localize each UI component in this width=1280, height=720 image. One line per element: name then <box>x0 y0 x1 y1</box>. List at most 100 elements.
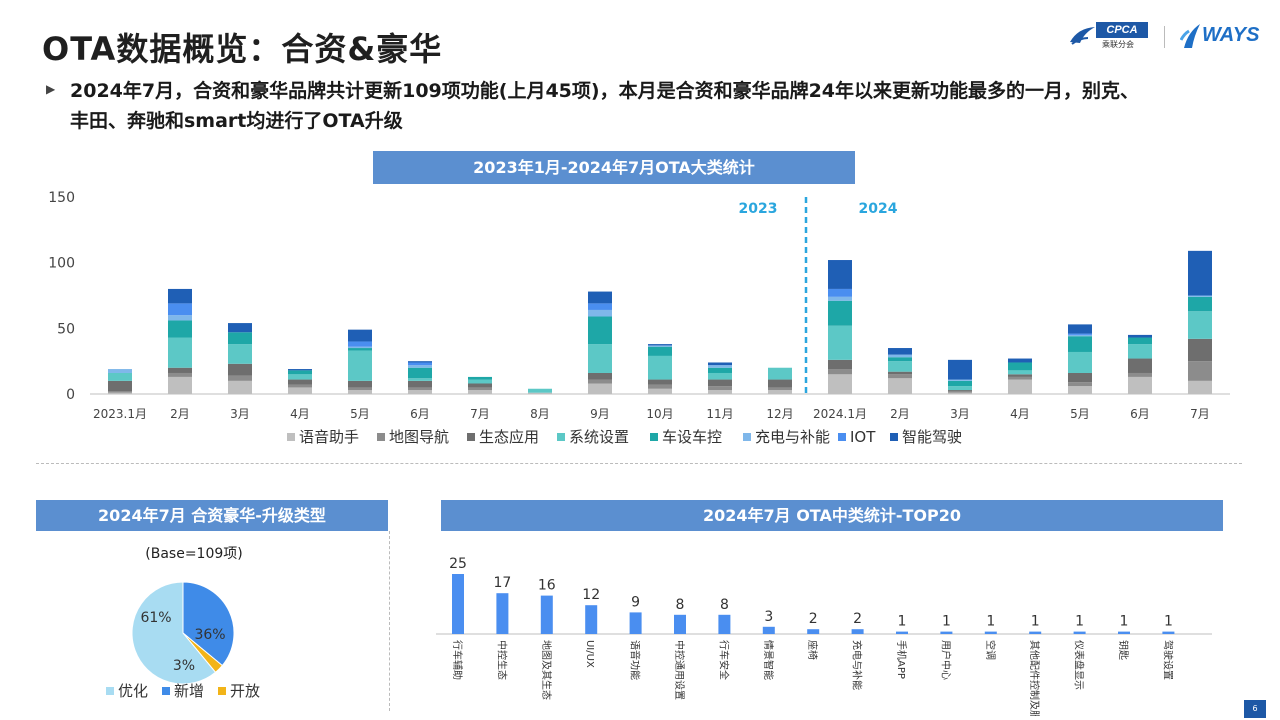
bar-segment <box>948 392 972 394</box>
top20-category-label: 地图及其生态 <box>540 640 553 700</box>
bar-segment <box>708 390 732 394</box>
x-tick-label: 5月 <box>1070 407 1090 421</box>
bar-segment <box>948 380 972 387</box>
page-title: OTA数据概览：合资&豪华 <box>42 30 443 68</box>
bar-segment <box>1188 296 1212 312</box>
top20-bar <box>940 631 953 634</box>
x-tick-label: 11月 <box>706 407 733 421</box>
bar-segment <box>348 387 372 391</box>
bar-segment <box>828 369 852 375</box>
bar-segment <box>1068 382 1092 387</box>
bar-segment <box>168 320 192 338</box>
top20-value-label: 1 <box>1075 614 1084 630</box>
top20-bar <box>1029 631 1042 634</box>
year-label-2024: 2024 <box>859 201 898 217</box>
bar-segment <box>108 372 132 381</box>
cpca-logo-text: CPCA <box>1096 22 1148 38</box>
top20-category-label: 驾驶设置 <box>1161 640 1174 680</box>
bar-segment <box>468 383 492 388</box>
bar-segment <box>1188 250 1212 296</box>
top20-category-label: 中控生态 <box>495 640 508 680</box>
bar-segment <box>888 371 912 375</box>
y-tick-label: 50 <box>57 321 75 337</box>
top20-value-label: 1 <box>1031 614 1040 630</box>
bar-segment <box>1008 376 1032 380</box>
pie-data-label: 36% <box>194 627 225 643</box>
x-tick-label: 5月 <box>350 407 370 421</box>
top20-category-label: 中控通用设置 <box>673 640 686 700</box>
top20-value-label: 1 <box>942 614 951 630</box>
x-tick-label: 4月 <box>290 407 310 421</box>
top20-category-label: 充电与补能 <box>851 640 864 690</box>
pie-slice <box>131 581 217 685</box>
bar-segment <box>708 365 732 368</box>
bar-segment <box>468 379 492 384</box>
bar-segment <box>1068 333 1092 335</box>
top20-bar <box>1162 631 1175 634</box>
top20-category-label: 行车辅助 <box>451 640 464 680</box>
bar-segment <box>588 372 612 380</box>
top20-bar <box>629 612 642 634</box>
y-tick-label: 100 <box>48 256 75 272</box>
bar-segment <box>1128 334 1152 338</box>
top20-bar <box>1073 631 1086 634</box>
bar-segment <box>948 359 972 380</box>
bar-segment <box>1068 324 1092 334</box>
bar-segment <box>468 376 492 380</box>
x-tick-label: 6月 <box>1130 407 1150 421</box>
bar-segment <box>1128 358 1152 373</box>
top20-category-label: 手机APP <box>895 640 908 679</box>
logo-separator <box>1164 26 1165 48</box>
bullet-marker: ▶ <box>46 82 56 96</box>
top20-value-label: 25 <box>449 556 467 572</box>
bar-segment <box>168 376 192 394</box>
summary-line-1: 2024年7月，合资和豪华品牌共计更新109项功能(上月45项)，本月是合资和豪… <box>70 80 1140 102</box>
top20-value-label: 12 <box>582 587 600 603</box>
ways-swoosh-icon <box>1180 24 1200 48</box>
bar-segment <box>288 370 312 375</box>
bar-segment <box>1188 338 1212 362</box>
bar-segment <box>948 386 972 391</box>
bar-segment <box>1188 361 1212 381</box>
x-tick-label: 3月 <box>230 407 250 421</box>
bar-segment <box>708 367 732 373</box>
bar-segment <box>648 384 672 389</box>
y-tick-label: 150 <box>48 190 75 206</box>
bar-segment <box>348 348 372 351</box>
bar-segment <box>828 300 852 326</box>
top20-bar <box>452 574 464 634</box>
x-tick-label: 12月 <box>766 407 793 421</box>
bar-segment <box>648 379 672 385</box>
legend-swatch <box>838 433 846 441</box>
bar-segment <box>288 379 312 385</box>
y-tick-label: 0 <box>66 387 75 403</box>
bar-segment <box>108 392 132 394</box>
bar-segment <box>228 380 252 394</box>
bar-segment <box>888 374 912 379</box>
bar-segment <box>228 375 252 381</box>
main-chart-title: 2023年1月-2024年7月OTA大类统计 <box>373 151 855 184</box>
top20-value-label: 1 <box>986 614 995 630</box>
pie-legend-swatch <box>106 687 114 695</box>
bar-segment <box>408 362 432 366</box>
pie-legend-label: 开放 <box>230 682 260 700</box>
top20-category-label: 座椅 <box>806 640 819 660</box>
top20-bar <box>896 631 908 634</box>
bar-segment <box>408 365 432 368</box>
pie-slice <box>182 581 235 667</box>
bar-segment <box>588 303 612 310</box>
bar-segment <box>408 387 432 391</box>
bar-segment <box>168 315 192 321</box>
top20-value-label: 1 <box>1164 614 1173 630</box>
bar-segment <box>1128 337 1152 345</box>
top20-bar <box>807 629 820 634</box>
x-tick-label: 10月 <box>646 407 673 421</box>
legend-label: 智能驾驶 <box>902 428 962 446</box>
bar-segment <box>1188 380 1212 394</box>
top20-category-label: 语音功能 <box>629 640 642 680</box>
bar-segment <box>108 369 132 373</box>
bar-segment <box>1128 376 1152 394</box>
section-divider <box>36 463 1242 464</box>
bar-segment <box>1068 334 1092 337</box>
summary-line-2: 丰田、奔驰和smart均进行了OTA升级 <box>70 110 403 132</box>
